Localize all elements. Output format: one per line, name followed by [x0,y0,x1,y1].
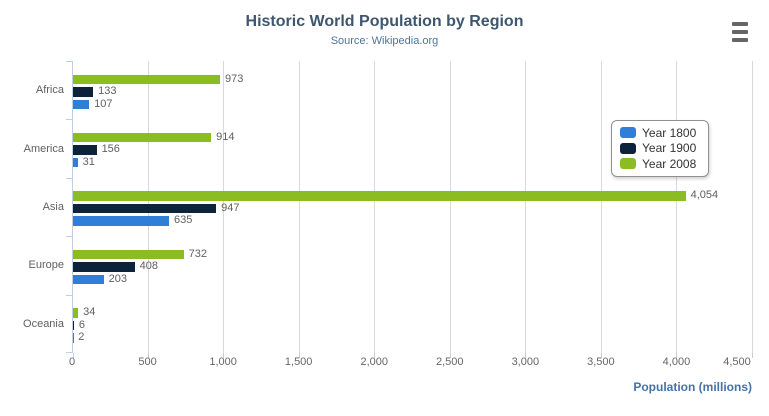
bar-value-label: 947 [221,201,240,214]
gridline [374,61,376,353]
x-axis-tick [298,353,300,358]
legend-item-year-2008[interactable]: Year 2008 [620,156,696,172]
bar-value-label: 156 [101,143,120,156]
gridline [223,61,225,353]
gridline [600,61,602,353]
bar-oceania-year-1900[interactable] [73,320,74,331]
x-tick-label: 0 [68,356,76,368]
legend-item-year-1800[interactable]: Year 1800 [620,125,696,141]
bar-value-label: 4,054 [690,189,719,202]
category-label-oceania: Oceania [23,317,64,330]
category-axis-tick [66,119,72,120]
plot-area: 973 133 107 914 156 31 4,054 947 635 732 408 203 34 6… [66,61,753,358]
bar-value-label: 34 [83,306,96,319]
legend-item-year-1900[interactable]: Year 1900 [620,141,696,157]
x-axis-tick [223,353,225,358]
x-axis-tick [600,353,602,358]
legend-label: Year 2008 [642,156,697,171]
category-label-africa: Africa [35,84,64,97]
legend-label: Year 1800 [642,125,697,140]
bar-africa-year-1800[interactable] [73,99,90,109]
x-axis-tick [73,353,74,358]
bar-group-asia: 4,054 947 635 [73,178,753,236]
x-axis-tick [676,353,678,358]
gridline [752,61,753,353]
legend-label: Year 1900 [642,141,697,156]
x-tick-label: 3,500 [587,356,615,368]
bar-europe-year-2008[interactable] [73,249,184,260]
x-tick-label: 2,000 [360,356,388,368]
bar-group-oceania: 34 6 2 [73,295,753,353]
bar-africa-year-2008[interactable] [73,74,221,84]
bar-value-label: 203 [108,272,128,285]
bar-oceania-year-2008[interactable] [73,308,79,318]
bar-value-label: 6 [78,318,86,331]
bar-europe-year-1900[interactable] [73,262,135,272]
category-label-europe: Europe [28,259,64,272]
bar-value-label: 635 [173,214,193,227]
category-label-asia: Asia [42,200,64,213]
gridline [298,61,300,353]
category-axis-tick [66,236,72,237]
bar-group-america: 914 156 31 [73,119,753,177]
bar-asia-year-1800[interactable] [73,216,169,226]
bar-america-year-2008[interactable] [73,132,212,143]
x-tick-label: 4,500 [723,356,751,368]
legend-swatch-icon [620,142,636,154]
chart-title: Historic World Population by Region [245,13,524,30]
bar-asia-year-2008[interactable] [73,191,686,201]
legend: Year 1800 Year 1900 Year 2008 [611,120,710,177]
bar-asia-year-1900[interactable] [73,203,217,214]
x-axis-tick [525,353,527,358]
x-axis-tick [147,353,149,358]
legend-swatch-icon [620,158,636,170]
bar-value-label: 107 [94,97,113,110]
hamburger-menu-icon [732,22,748,26]
x-tick-label: 500 [138,356,157,368]
bar-group-africa: 973 133 107 [73,61,753,119]
bar-value-label: 732 [188,247,207,260]
bar-europe-year-1800[interactable] [73,274,104,285]
category-label-america: America [23,142,64,155]
x-axis-tick [752,353,753,358]
x-tick-label: 2,500 [436,356,464,368]
bar-value-label: 973 [225,72,244,85]
x-axis-tick [449,353,451,358]
category-axis-tick [66,178,72,179]
category-axis-tick [66,61,72,62]
gridline [676,61,678,353]
bar-group-europe: 732 408 203 [73,236,753,294]
x-tick-label: 1,500 [284,356,313,368]
gridline [449,61,451,353]
gridline [525,61,527,353]
legend-swatch-icon [620,127,636,139]
bar-value-label: 408 [139,260,158,273]
bar-america-year-1900[interactable] [73,145,97,155]
category-axis-tick [66,295,72,296]
category-axis-tick [66,352,72,353]
hamburger-menu-icon [732,30,748,34]
bar-value-label: 133 [98,85,117,97]
chart-subtitle: Source: Wikipedia.org [330,35,439,47]
hamburger-menu-icon [732,38,748,42]
x-axis-title: Population (millions) [633,380,752,394]
bar-africa-year-1900[interactable] [73,87,94,97]
x-tick-label: 3,000 [511,356,540,368]
x-tick-label: 4,000 [662,356,691,368]
export-menu-button[interactable] [730,20,750,42]
bar-america-year-1800[interactable] [73,157,78,168]
x-tick-label: 1,000 [209,356,237,368]
x-axis-tick [374,353,376,358]
bar-value-label: 31 [82,155,95,168]
bar-value-label: 2 [78,331,85,344]
bar-value-label: 914 [216,130,235,143]
